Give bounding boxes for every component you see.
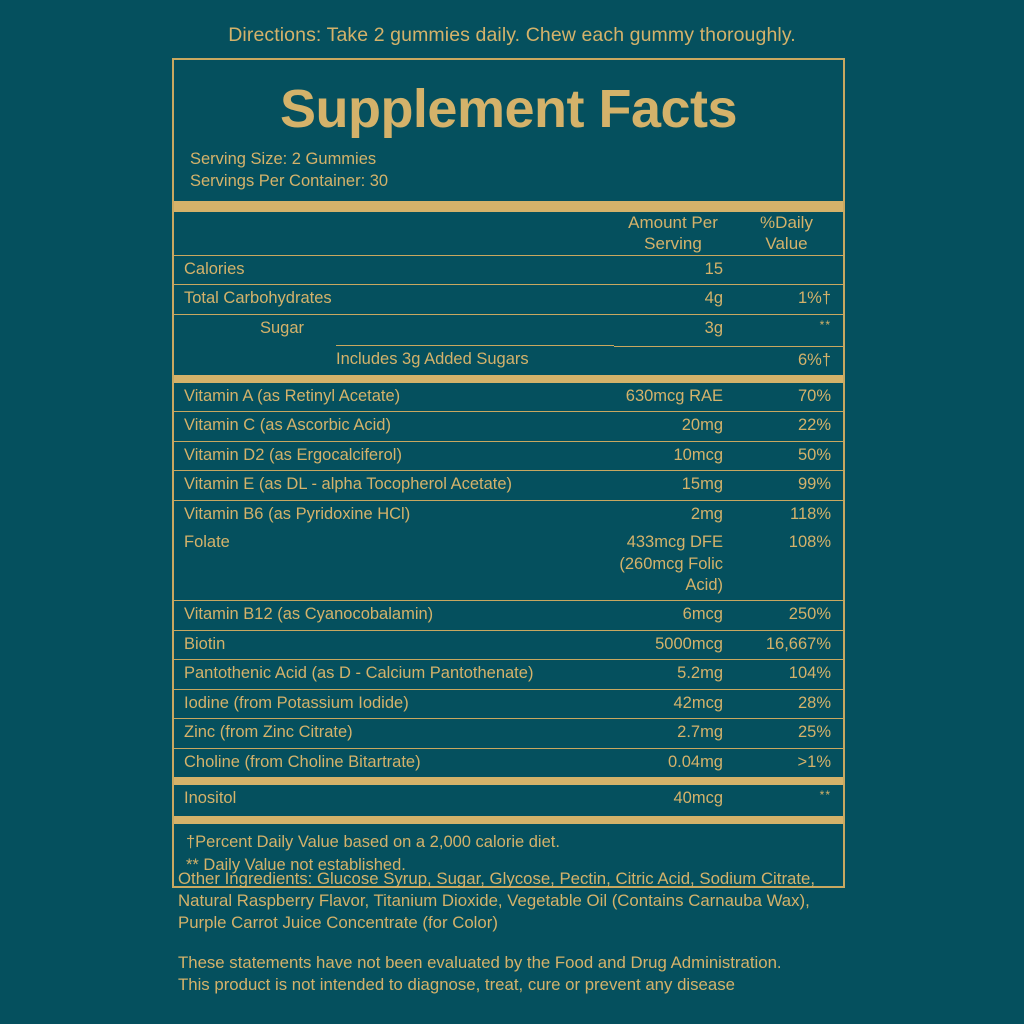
nutrient-daily-value: 99% xyxy=(740,470,843,501)
nutrient-amount xyxy=(614,345,740,375)
nutrient-amount: 15mg xyxy=(614,470,740,501)
footnote-asterisk: ** Daily Value not established. xyxy=(186,856,406,875)
table-header-name xyxy=(174,212,614,255)
nutrient-daily-value: 22% xyxy=(740,411,843,442)
nutrient-amount: 630mcg RAE xyxy=(625,386,723,405)
serving-size: Serving Size: 2 Gummies xyxy=(190,150,377,168)
nutrient-name: Inositol xyxy=(184,789,237,808)
nutrient-daily-value: 50% xyxy=(740,440,843,471)
nutrient-amount: 6mcg xyxy=(614,600,740,631)
nutrient-name: Vitamin B6 (as Pyridoxine HCl) xyxy=(174,499,614,530)
table-row: Iodine (from Potassium Iodide) 42mcg 28% xyxy=(174,688,843,719)
page-title: Supplement Facts xyxy=(279,79,738,139)
table-row: Vitamin D2 (as Ergocalciferol) 10mcg 50% xyxy=(174,440,843,471)
nutrient-name: Vitamin C (as Ascorbic Acid) xyxy=(174,411,614,442)
table-row: Inositol 40mcg ** xyxy=(174,785,843,816)
nutrient-amount: 4g xyxy=(614,284,740,315)
nutrient-name: Zinc (from Zinc Citrate) xyxy=(174,718,614,749)
table-row: Biotin 5000mcg 16,667% xyxy=(174,629,843,660)
nutrient-daily-value: 104% xyxy=(740,659,843,690)
nutrient-daily-value: 70% xyxy=(797,386,831,405)
nutrient-daily-value-mark: ** xyxy=(819,788,831,803)
nutrient-amount: 3g xyxy=(614,313,740,346)
disclaimer-line-2: This product is not intended to diagnose… xyxy=(178,974,735,994)
nutrient-daily-value: 250% xyxy=(740,600,843,631)
nutrient-amount: 15 xyxy=(614,254,740,285)
nutrient-amount: 2mg xyxy=(614,499,740,530)
divider-bar-row xyxy=(174,777,843,786)
directions-text: Directions: Take 2 gummies daily. Chew e… xyxy=(228,24,796,46)
footnote-dagger: †Percent Daily Value based on a 2,000 ca… xyxy=(186,833,560,851)
nutrient-name: Vitamin A (as Retinyl Acetate) xyxy=(184,386,401,405)
table-row: Total Carbohydrates 4g 1%† xyxy=(174,284,843,315)
nutrient-name: Biotin xyxy=(174,629,614,660)
nutrient-name: Sugar xyxy=(174,313,614,346)
nutrient-amount-main: 433mcg DFE xyxy=(626,533,723,552)
nutrient-daily-value: 1%† xyxy=(740,284,843,315)
nutrient-daily-value xyxy=(740,254,843,285)
divider-bar-row xyxy=(174,374,843,383)
table-row: Zinc (from Zinc Citrate) 2.7mg 25% xyxy=(174,718,843,749)
nutrient-amount: 433mcg DFE (260mcg Folic Acid) xyxy=(614,529,740,601)
disclaimer-line-1: These statements have not been evaluated… xyxy=(178,953,782,972)
nutrient-daily-value: 16,667% xyxy=(740,629,843,660)
nutrient-name: Choline (from Choline Bitartrate) xyxy=(174,747,614,778)
nutrient-amount: 10mcg xyxy=(614,440,740,471)
nutrient-name: Iodine (from Potassium Iodide) xyxy=(174,688,614,719)
nutrient-name: Pantothenic Acid (as D - Calcium Pantoth… xyxy=(174,659,614,690)
nutrient-name: Vitamin E (as DL - alpha Tocopherol Acet… xyxy=(174,470,614,501)
nutrient-daily-value: 25% xyxy=(740,718,843,749)
nutrient-amount: 20mg xyxy=(614,411,740,442)
nutrient-daily-value: ** xyxy=(740,313,843,346)
servings-per-container: Servings Per Container: 30 xyxy=(190,172,389,191)
nutrient-name: Calories xyxy=(174,254,614,285)
table-row: Choline (from Choline Bitartrate) 0.04mg >… xyxy=(174,747,843,778)
nutrient-daily-value: 6%† xyxy=(740,345,843,375)
nutrient-amount: 0.04mg xyxy=(614,747,740,778)
table-row: Vitamin B12 (as Cyanocobalamin) 6mcg 250% xyxy=(174,600,843,631)
nutrient-daily-value: >1% xyxy=(740,747,843,778)
nutrient-daily-value: 108% xyxy=(788,533,831,552)
table-header-amount: Amount Per Serving xyxy=(628,212,718,254)
nutrient-daily-value: 118% xyxy=(740,499,843,530)
nutrient-amount: 5000mcg xyxy=(614,629,740,660)
supplement-facts-panel: Supplement Facts Serving Size: 2 Gummies… xyxy=(172,58,845,888)
table-row: Vitamin B6 (as Pyridoxine HCl) 2mg 118% xyxy=(174,499,843,530)
nutrient-name: Vitamin D2 (as Ergocalciferol) xyxy=(174,440,614,471)
other-ingredients-text: Other Ingredients: Glucose Syrup, Sugar,… xyxy=(178,869,816,932)
nutrient-amount: 2.7mg xyxy=(614,718,740,749)
table-row: Folate 433mcg DFE (260mcg Folic Acid) 108% xyxy=(174,529,843,601)
table-row: Includes 3g Added Sugars 6%† xyxy=(174,345,843,375)
nutrient-name: Total Carbohydrates xyxy=(174,284,614,315)
divider-bar-footnotes xyxy=(174,816,843,824)
divider-bar-top xyxy=(174,200,843,212)
fda-disclaimer: These statements have not been evaluated… xyxy=(178,952,878,995)
nutrient-name: Includes 3g Added Sugars xyxy=(174,345,614,375)
table-row: Sugar 3g ** xyxy=(174,313,843,346)
table-row: Vitamin E (as DL - alpha Tocopherol Acet… xyxy=(174,470,843,501)
serving-info: Serving Size: 2 Gummies Servings Per Con… xyxy=(174,140,843,201)
nutrient-name: Folate xyxy=(184,533,230,552)
table-row: Vitamin A (as Retinyl Acetate) 630mcg RAE… xyxy=(174,383,843,412)
nutrient-daily-value: 28% xyxy=(740,688,843,719)
indent-separator: Includes 3g Added Sugars xyxy=(336,345,614,370)
divider-bar xyxy=(174,374,843,383)
nutrient-daily-value-mark: ** xyxy=(819,317,831,332)
table-row: Vitamin C (as Ascorbic Acid) 20mg 22% xyxy=(174,411,843,442)
nutrient-amount: 40mcg xyxy=(673,789,723,808)
nutrient-daily-value: ** xyxy=(740,785,843,816)
nutrient-name: Vitamin B12 (as Cyanocobalamin) xyxy=(174,600,614,631)
table-header-dv: %Daily Value xyxy=(760,212,813,254)
table-row: Pantothenic Acid (as D - Calcium Pantoth… xyxy=(174,659,843,690)
footnotes: †Percent Daily Value based on a 2,000 ca… xyxy=(174,824,843,886)
nutrition-table: Amount Per Serving %Daily Value Calories 15 To… xyxy=(174,212,843,816)
nutrient-amount: 5.2mg xyxy=(614,659,740,690)
nutrient-amount: 42mcg xyxy=(614,688,740,719)
table-row: Calories 15 xyxy=(174,254,843,285)
divider-bar xyxy=(174,777,843,786)
table-header-row: Amount Per Serving %Daily Value xyxy=(174,212,843,255)
nutrient-amount-sub: (260mcg Folic Acid) xyxy=(619,554,723,594)
